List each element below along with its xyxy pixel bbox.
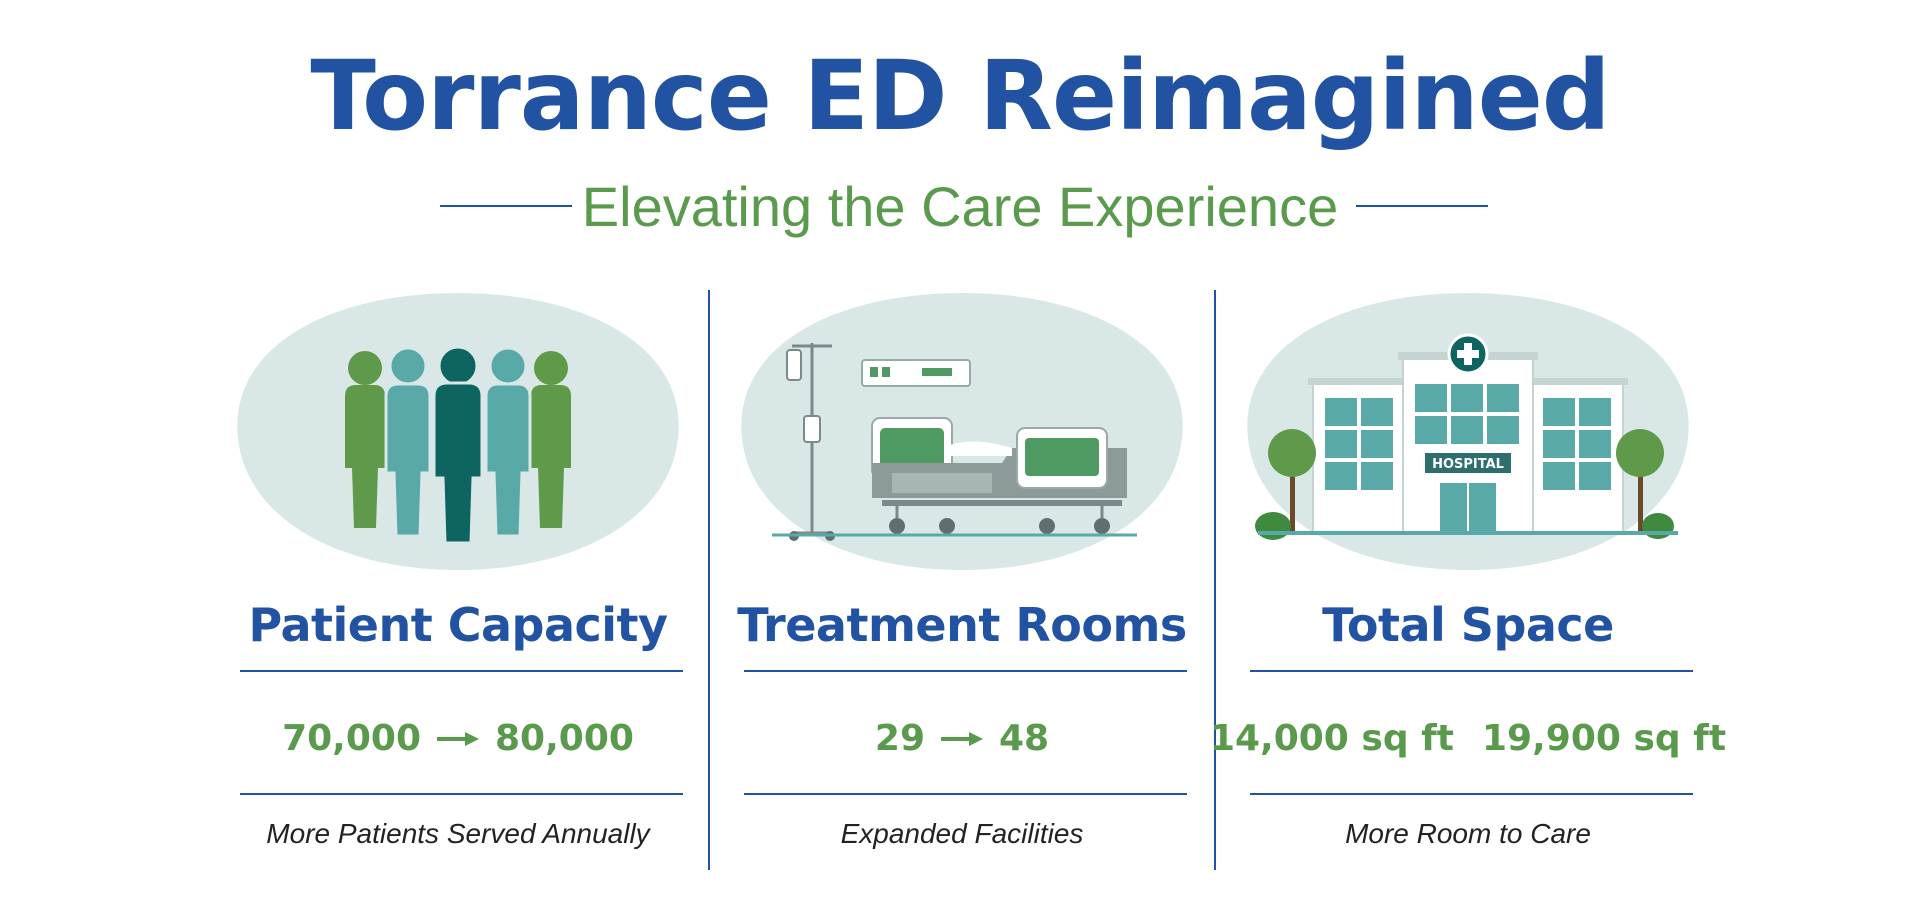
card-rule-top xyxy=(1250,670,1693,672)
card-heading: Patient Capacity xyxy=(248,598,668,652)
subtitle-rule-left xyxy=(440,205,572,207)
column-divider-2 xyxy=(1214,290,1216,870)
page-subtitle: Elevating the Care Experience xyxy=(581,175,1339,238)
subtitle-rule-right xyxy=(1356,205,1488,207)
card-stat: 14,000 sq ft 19,900 sq ft xyxy=(1210,718,1726,759)
card-heading: Total Space xyxy=(1322,598,1614,652)
stat-after: 19,900 sq ft xyxy=(1482,718,1727,759)
card-caption: More Room to Care xyxy=(1345,818,1591,849)
hospital-sign-text: HOSPITAL xyxy=(1432,457,1504,472)
card-caption: More Patients Served Annually xyxy=(266,818,650,849)
card-rule-top xyxy=(240,670,683,672)
card-rule-bottom xyxy=(744,793,1187,795)
card-rule-bottom xyxy=(240,793,683,795)
arrow-right-icon xyxy=(437,731,479,746)
stat-after: 80,000 xyxy=(495,718,634,759)
column-divider-1 xyxy=(708,290,710,870)
stat-after: 48 xyxy=(999,718,1050,759)
subtitle-row: Elevating the Care Experience xyxy=(0,172,1920,242)
card-stat: 70,000 80,000 xyxy=(208,718,708,759)
card-caption: Expanded Facilities xyxy=(840,818,1084,849)
arrow-right-icon xyxy=(941,731,983,746)
card-stat: 29 48 xyxy=(712,718,1212,759)
stat-before: 70,000 xyxy=(282,718,421,759)
hospital-building-icon: HOSPITAL xyxy=(1247,293,1689,570)
page-title: Torrance ED Reimagined xyxy=(310,40,1610,152)
card-rule-top xyxy=(744,670,1187,672)
card-rule-bottom xyxy=(1250,793,1693,795)
card-heading: Treatment Rooms xyxy=(737,598,1187,652)
hospital-bed-icon xyxy=(741,293,1183,570)
stat-before: 29 xyxy=(874,718,925,759)
stat-before: 14,000 sq ft xyxy=(1209,718,1454,759)
people-group-icon xyxy=(237,293,679,570)
